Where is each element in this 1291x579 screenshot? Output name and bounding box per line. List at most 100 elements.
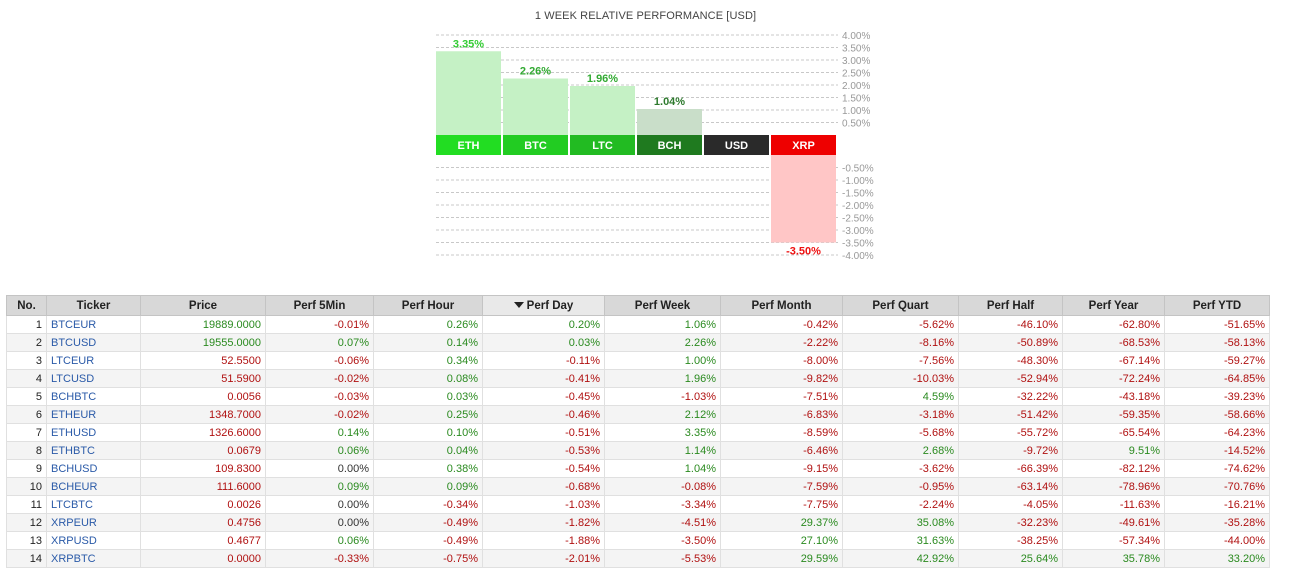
perf-cell: -9.15% [720,459,843,478]
ticker-link[interactable]: XRPEUR [46,513,141,532]
perf-cell: -1.03% [482,495,605,514]
bar-xrp [771,155,836,243]
perf-cell: 0.00% [265,513,374,532]
ticker-link[interactable]: XRPUSD [46,531,141,550]
ticker-link[interactable]: BTCEUR [46,315,141,334]
price-cell: 1348.7000 [140,405,266,424]
column-header-label: No. [17,299,36,312]
column-header-perf-hour[interactable]: Perf Hour [373,295,483,316]
perf-cell: -8.00% [720,351,843,370]
ticker-link[interactable]: ETHBTC [46,441,141,460]
perf-cell: -2.22% [720,333,843,352]
ticker-link[interactable]: LTCUSD [46,369,141,388]
perf-cell: 0.14% [373,333,483,352]
ticker-link[interactable]: XRPBTC [46,549,141,568]
perf-cell: -58.13% [1164,333,1270,352]
perf-cell: -32.22% [958,387,1063,406]
perf-cell: 9.51% [1062,441,1165,460]
perf-cell: -0.33% [265,549,374,568]
ticker-link[interactable]: LTCBTC [46,495,141,514]
column-header-perf-quart[interactable]: Perf Quart [842,295,959,316]
column-header-ticker[interactable]: Ticker [46,295,141,316]
ticker-link[interactable]: BCHEUR [46,477,141,496]
row-number: 3 [6,351,47,370]
perf-cell: -52.94% [958,369,1063,388]
column-header-perf-month[interactable]: Perf Month [720,295,843,316]
perf-cell: 29.37% [720,513,843,532]
column-header-label: Perf Quart [872,299,929,312]
row-number: 4 [6,369,47,388]
price-cell: 0.4756 [140,513,266,532]
perf-cell: 31.63% [842,531,959,550]
perf-cell: -35.28% [1164,513,1270,532]
perf-cell: -5.53% [604,549,721,568]
price-cell: 0.0056 [140,387,266,406]
row-number: 5 [6,387,47,406]
chart-title: 1 WEEK RELATIVE PERFORMANCE [USD] [534,10,757,22]
bar-bch [637,109,702,135]
column-header-perf-half[interactable]: Perf Half [958,295,1063,316]
table-row: 4 LTCUSD 51.5900 -0.02% 0.08% -0.41% 1.96% -9.8… [6,369,1270,388]
category-block-ltc [570,135,635,155]
perf-cell: -11.63% [1062,495,1165,514]
ticker-link[interactable]: ETHEUR [46,405,141,424]
y-tick-label: -2.00% [842,201,874,212]
column-header-perf-ytd[interactable]: Perf YTD [1164,295,1270,316]
column-header-price[interactable]: Price [140,295,266,316]
bar-value-label: 1.96% [587,73,618,85]
perf-cell: 1.96% [604,369,721,388]
category-block-btc [503,135,568,155]
perf-cell: -1.88% [482,531,605,550]
perf-cell: -8.16% [842,333,959,352]
perf-cell: 1.00% [604,351,721,370]
perf-cell: 0.10% [373,423,483,442]
y-tick-label: 3.50% [842,44,870,55]
perf-cell: 2.26% [604,333,721,352]
column-header-no[interactable]: No. [6,295,47,316]
perf-cell: -1.82% [482,513,605,532]
perf-cell: -2.01% [482,549,605,568]
column-header-label: Perf Hour [401,299,455,312]
perf-cell: -59.27% [1164,351,1270,370]
row-number: 6 [6,405,47,424]
perf-cell: -62.80% [1062,315,1165,334]
ticker-link[interactable]: BCHBTC [46,387,141,406]
ticker-link[interactable]: BTCUSD [46,333,141,352]
x-tick-label: USD [725,140,748,152]
price-cell: 0.4677 [140,531,266,550]
bar-ltc [570,86,635,135]
category-block-eth [436,135,501,155]
row-number: 7 [6,423,47,442]
perf-cell: -9.82% [720,369,843,388]
column-header-perf-week[interactable]: Perf Week [604,295,721,316]
category-block-usd [704,135,769,155]
perf-cell: 0.20% [482,315,605,334]
column-header-label: Ticker [76,299,111,312]
ticker-link[interactable]: BCHUSD [46,459,141,478]
perf-cell: -65.54% [1062,423,1165,442]
bar-value-label: 3.35% [453,38,484,50]
perf-cell: -6.83% [720,405,843,424]
column-header-label: Price [188,299,218,312]
table-row: 14 XRPBTC 0.0000 -0.33% -0.75% -2.01% -5.53% 29… [6,549,1270,568]
column-header-perf-5min[interactable]: Perf 5Min [265,295,374,316]
table-row: 13 XRPUSD 0.4677 0.06% -0.49% -1.88% -3.50% 27.… [6,531,1270,550]
perf-cell: -72.24% [1062,369,1165,388]
perf-cell: -38.25% [958,531,1063,550]
perf-cell: 3.35% [604,423,721,442]
table-row: 3 LTCEUR 52.5500 -0.06% 0.34% -0.11% 1.00% -8.0… [6,351,1270,370]
perf-cell: -0.51% [482,423,605,442]
y-tick-label: 3.00% [842,56,870,67]
ticker-link[interactable]: ETHUSD [46,423,141,442]
perf-cell: -7.51% [720,387,843,406]
perf-cell: -43.18% [1062,387,1165,406]
row-number: 1 [6,315,47,334]
perf-cell: -0.02% [265,369,374,388]
x-tick-label: ETH [458,140,480,152]
perf-cell: -55.72% [958,423,1063,442]
ticker-link[interactable]: LTCEUR [46,351,141,370]
column-header-label: Perf Half [986,299,1035,312]
perf-cell: 0.34% [373,351,483,370]
column-header-perf-day[interactable]: Perf Day [482,295,605,316]
column-header-perf-year[interactable]: Perf Year [1062,295,1165,316]
